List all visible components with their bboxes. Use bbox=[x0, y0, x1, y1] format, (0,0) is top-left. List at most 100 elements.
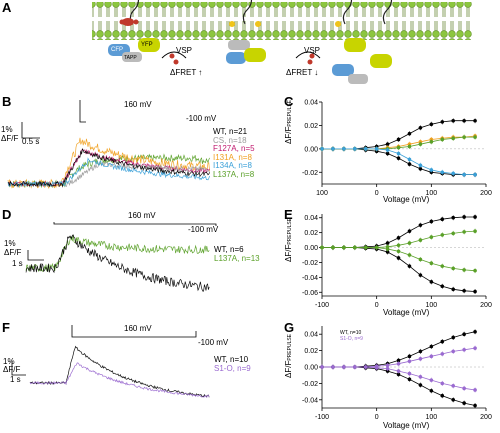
data-point bbox=[385, 366, 390, 371]
data-point bbox=[385, 241, 390, 245]
data-point bbox=[451, 136, 455, 141]
voltage-hold-d: -100 mV bbox=[188, 225, 219, 234]
iv-plot-c: 0.04 0.02 0.00 -0.02 100 0 100 200 bbox=[302, 100, 492, 198]
membrane-schematic bbox=[92, 0, 472, 84]
data-point bbox=[462, 230, 466, 234]
legend-entry: WT, n=21 bbox=[213, 127, 248, 136]
data-point bbox=[418, 223, 423, 227]
y-tick-label: -0.06 bbox=[302, 290, 318, 297]
scale-x-d: 1 s bbox=[12, 259, 23, 268]
data-point bbox=[451, 287, 455, 292]
data-point bbox=[429, 122, 434, 127]
legend-entry: L137A, n=8 bbox=[213, 169, 255, 179]
data-point bbox=[418, 273, 423, 277]
y-tick-label: 0.00 bbox=[304, 365, 318, 372]
data-point bbox=[440, 381, 445, 386]
data-point bbox=[462, 135, 466, 139]
delta-fret-down: ΔFRET ↓ bbox=[286, 68, 319, 77]
data-point bbox=[396, 151, 401, 156]
x-tick-label: 200 bbox=[480, 414, 492, 421]
y-axis-label-sub: PREPULSE bbox=[287, 99, 293, 127]
panel-label-g: G bbox=[284, 320, 295, 335]
data-point bbox=[374, 366, 379, 370]
data-point bbox=[462, 332, 466, 336]
data-point bbox=[473, 135, 477, 139]
data-point bbox=[374, 245, 379, 250]
scale-y-d: 1% bbox=[4, 239, 16, 248]
data-point bbox=[418, 166, 423, 171]
data-point bbox=[440, 339, 445, 344]
data-point bbox=[462, 215, 466, 219]
data-point bbox=[396, 358, 401, 363]
scale-unit-f: ΔF/F bbox=[3, 365, 21, 374]
data-point bbox=[429, 378, 434, 382]
data-point bbox=[451, 384, 455, 388]
vsp-label-left: VSP bbox=[176, 46, 193, 55]
panel-label-e: E bbox=[284, 207, 293, 222]
x-tick-label: 200 bbox=[480, 190, 492, 197]
vsp-construct-rest bbox=[108, 0, 160, 62]
y-tick-label: -0.04 bbox=[302, 275, 318, 282]
data-point bbox=[429, 219, 434, 224]
trace-line bbox=[7, 148, 210, 188]
data-point bbox=[407, 253, 412, 257]
data-point bbox=[440, 352, 445, 356]
data-point bbox=[418, 163, 423, 168]
legend-d: WT, n=6 L137A, n=13 bbox=[214, 245, 260, 263]
y-tick-label: -0.02 bbox=[302, 260, 318, 267]
data-point bbox=[473, 215, 477, 219]
data-point bbox=[418, 142, 423, 146]
x-tick-label: 0 bbox=[375, 414, 379, 421]
x-tick-label: 0 bbox=[375, 302, 379, 309]
data-point bbox=[418, 349, 423, 354]
trace-plot-d bbox=[25, 222, 217, 292]
data-point bbox=[396, 372, 401, 377]
data-point bbox=[462, 401, 466, 405]
data-point bbox=[353, 147, 357, 151]
y-tick-label: 0.04 bbox=[304, 100, 318, 107]
panel-label-d: D bbox=[2, 207, 12, 222]
data-point bbox=[473, 388, 477, 392]
data-point bbox=[342, 245, 346, 250]
data-point bbox=[440, 120, 445, 124]
data-point bbox=[407, 144, 412, 149]
voltage-hold-f: -100 mV bbox=[198, 338, 229, 347]
data-point bbox=[407, 371, 412, 376]
data-point bbox=[353, 245, 357, 250]
data-point bbox=[363, 365, 368, 369]
data-point bbox=[462, 386, 466, 391]
data-point bbox=[473, 229, 477, 233]
data-point bbox=[451, 171, 455, 176]
legend-f: WT, n=10 S1-O, n=9 bbox=[214, 355, 251, 373]
x-tick-label: -100 bbox=[315, 302, 329, 309]
data-point bbox=[429, 261, 434, 265]
data-point bbox=[429, 344, 434, 349]
y-tick-label: 0.02 bbox=[304, 230, 318, 237]
data-point bbox=[407, 264, 412, 268]
data-point bbox=[396, 156, 401, 161]
y-axis-label-text: ΔF/F bbox=[284, 244, 293, 262]
x-tick-label: 200 bbox=[480, 302, 492, 309]
data-point bbox=[407, 157, 412, 162]
data-point bbox=[473, 403, 477, 408]
voltage-hold-b: -100 mV bbox=[186, 114, 217, 123]
data-point bbox=[396, 361, 401, 366]
data-point bbox=[440, 264, 445, 268]
x-axis-label-e: Voltage (mV) bbox=[383, 308, 430, 317]
legend-entry: CS, n=18 bbox=[213, 135, 247, 145]
vsp-construct-late bbox=[335, 0, 366, 52]
x-tick-label: 100 bbox=[425, 414, 437, 421]
legend-entry: S1-O, n=9 bbox=[214, 363, 251, 373]
y-axis-label-sub: PREPULSE bbox=[287, 333, 293, 361]
data-point bbox=[429, 354, 434, 359]
data-point bbox=[418, 238, 423, 242]
data-point bbox=[407, 377, 412, 382]
data-point bbox=[451, 349, 455, 354]
panel-label-c: C bbox=[284, 94, 294, 109]
x-axis-label-c: Voltage (mV) bbox=[383, 195, 430, 204]
y-tick-label: -0.02 bbox=[302, 381, 318, 388]
data-point bbox=[396, 369, 401, 373]
y-tick-label: -0.04 bbox=[302, 397, 318, 404]
scale-y-b: 1% bbox=[1, 125, 13, 134]
data-point bbox=[451, 266, 455, 271]
